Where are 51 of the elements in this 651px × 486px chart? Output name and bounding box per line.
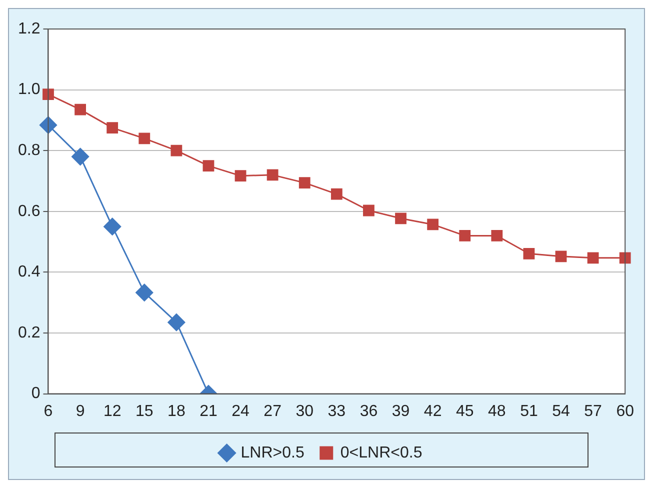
point — [427, 218, 439, 230]
point — [619, 252, 631, 264]
point — [587, 252, 599, 264]
point — [136, 284, 154, 302]
x-tick-label: 15 — [135, 402, 154, 420]
x-tick-label: 18 — [168, 402, 186, 420]
x-tick-label: 36 — [360, 402, 378, 420]
point — [138, 132, 150, 144]
x-tick-label: 9 — [76, 402, 85, 420]
y-tick-label: 0 — [31, 385, 40, 402]
y-tick-label: 0.6 — [18, 202, 40, 220]
point — [106, 122, 118, 134]
point — [266, 169, 278, 181]
x-tick-label: 45 — [456, 402, 474, 420]
point — [523, 248, 535, 260]
y-tick-label: 1.2 — [18, 20, 40, 38]
legend-label: 0<LNR<0.5 — [340, 444, 422, 462]
x-tick-label: 54 — [552, 402, 570, 420]
x-tick-label: 30 — [296, 402, 314, 420]
y-tick-label: 0.4 — [18, 264, 40, 281]
x-tick-label: 60 — [616, 402, 634, 420]
point — [395, 212, 406, 224]
point — [72, 148, 90, 166]
legend-label: LNR>0.5 — [240, 444, 304, 462]
point — [363, 204, 374, 216]
x-tick-label: 21 — [200, 402, 218, 420]
x-tick-label: 33 — [328, 402, 346, 420]
y-tick-label: 0.2 — [18, 324, 40, 342]
point — [234, 170, 246, 182]
point — [104, 218, 122, 236]
point — [170, 144, 182, 156]
point — [298, 177, 310, 189]
point — [330, 188, 342, 200]
point — [202, 160, 214, 172]
x-tick-label: 6 — [44, 402, 53, 420]
x-tick-label: 42 — [424, 402, 442, 420]
x-tick-label: 12 — [103, 402, 122, 420]
point — [459, 230, 471, 242]
point — [555, 250, 567, 262]
y-tick-label: 0.8 — [18, 142, 40, 160]
point — [74, 104, 86, 116]
x-tick-label: 51 — [520, 402, 538, 420]
point — [491, 230, 503, 242]
x-tick-label: 57 — [584, 402, 602, 420]
point — [168, 314, 186, 332]
x-tick-label: 24 — [232, 402, 250, 420]
y-tick-label: 1.0 — [18, 81, 40, 98]
point — [42, 88, 54, 100]
x-tick-label: 48 — [488, 402, 506, 420]
x-tick-label: 27 — [264, 402, 282, 420]
x-tick-label: 39 — [392, 402, 410, 420]
